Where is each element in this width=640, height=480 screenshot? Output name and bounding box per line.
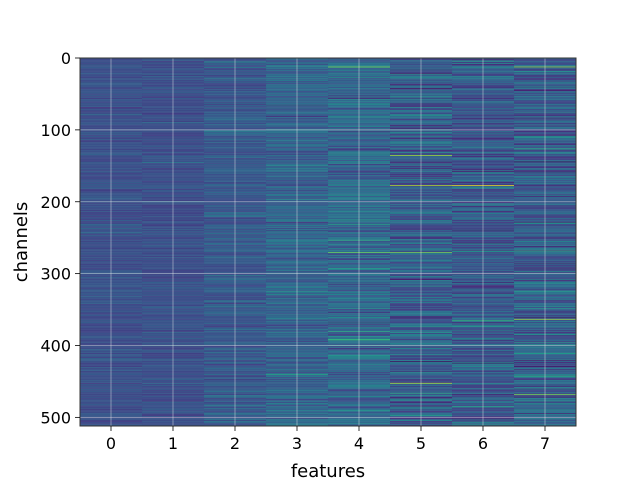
y-tick-label: 200 [40, 193, 71, 212]
y-tick-label: 400 [40, 337, 71, 356]
x-tick-label: 7 [540, 434, 550, 453]
x-axis: 0 1 2 3 4 5 6 7 [106, 426, 550, 453]
x-tick-label: 2 [230, 434, 240, 453]
plot-frame [79, 57, 577, 427]
y-tick-label: 500 [40, 408, 71, 427]
x-tick-label: 0 [106, 434, 116, 453]
y-axis: 0 100 200 300 400 500 [40, 49, 80, 427]
y-axis-label: channels [11, 202, 32, 283]
x-tick-label: 6 [478, 434, 488, 453]
x-axis-label: features [291, 461, 365, 480]
heatmap-cells [80, 58, 577, 427]
x-tick-label: 1 [168, 434, 178, 453]
y-tick-label: 100 [40, 121, 71, 140]
y-tick-label: 0 [61, 49, 71, 68]
x-tick-label: 5 [416, 434, 426, 453]
grid-lines [80, 57, 576, 426]
x-tick-label: 3 [292, 434, 302, 453]
x-tick-label: 4 [354, 434, 364, 453]
y-tick-label: 300 [40, 265, 71, 284]
